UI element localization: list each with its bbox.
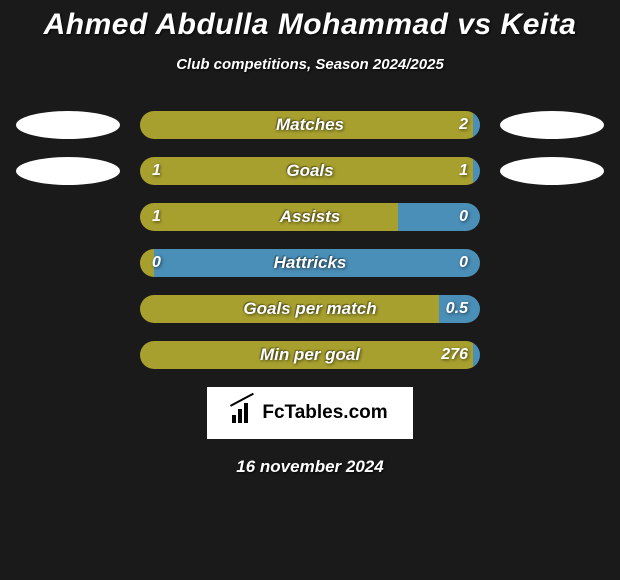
stat-label-wrap: Assists [140,203,480,231]
stat-value-left: 1 [152,203,161,231]
stat-bar: Hattricks 0 0 [140,249,480,277]
player-right-avatar [500,341,604,369]
stat-value-right: 0.5 [446,295,468,323]
stat-row: Min per goal 276 [0,341,620,369]
stat-label-wrap: Matches [140,111,480,139]
player-right-avatar [500,203,604,231]
player-left-avatar [16,295,120,323]
stat-label-wrap: Goals [140,157,480,185]
stat-value-left: 1 [152,157,161,185]
player-left-avatar [16,341,120,369]
stat-label: Goals per match [243,299,376,319]
stat-row: Assists 1 0 [0,203,620,231]
player-right-avatar [500,111,604,139]
player-right-avatar [500,157,604,185]
stat-row: Goals 1 1 [0,157,620,185]
stat-label: Hattricks [274,253,347,273]
stat-label-wrap: Hattricks [140,249,480,277]
player-left-avatar [16,111,120,139]
stat-row: Goals per match 0.5 [0,295,620,323]
stat-label: Min per goal [260,345,360,365]
stat-value-right: 0 [459,203,468,231]
stat-row: Hattricks 0 0 [0,249,620,277]
stat-bar: Assists 1 0 [140,203,480,231]
comparison-infographic: Ahmed Abdulla Mohammad vs Keita Club com… [0,0,620,477]
stat-label: Assists [280,207,340,227]
stat-bar: Goals 1 1 [140,157,480,185]
stat-label-wrap: Goals per match [140,295,480,323]
brand-text: FcTables.com [262,402,387,424]
stat-value-right: 0 [459,249,468,277]
player-right-avatar [500,295,604,323]
stat-value-right: 2 [459,111,468,139]
stat-bar: Goals per match 0.5 [140,295,480,323]
stat-value-left: 0 [152,249,161,277]
page-title: Ahmed Abdulla Mohammad vs Keita [0,8,620,42]
stat-value-right: 1 [459,157,468,185]
stat-label-wrap: Min per goal [140,341,480,369]
player-left-avatar [16,157,120,185]
player-left-avatar [16,203,120,231]
brand-badge: FcTables.com [207,387,413,439]
subtitle: Club competitions, Season 2024/2025 [0,56,620,73]
chart-icon [232,403,256,423]
stat-bar: Min per goal 276 [140,341,480,369]
stat-row: Matches 2 [0,111,620,139]
stat-rows: Matches 2 Goals 1 1 Assists 1 0 Hattricks 0 0 Goals… [0,111,620,369]
footer-date: 16 november 2024 [0,457,620,477]
stat-label: Matches [276,115,344,135]
stat-bar: Matches 2 [140,111,480,139]
player-right-avatar [500,249,604,277]
player-left-avatar [16,249,120,277]
stat-label: Goals [286,161,333,181]
stat-value-right: 276 [441,341,468,369]
